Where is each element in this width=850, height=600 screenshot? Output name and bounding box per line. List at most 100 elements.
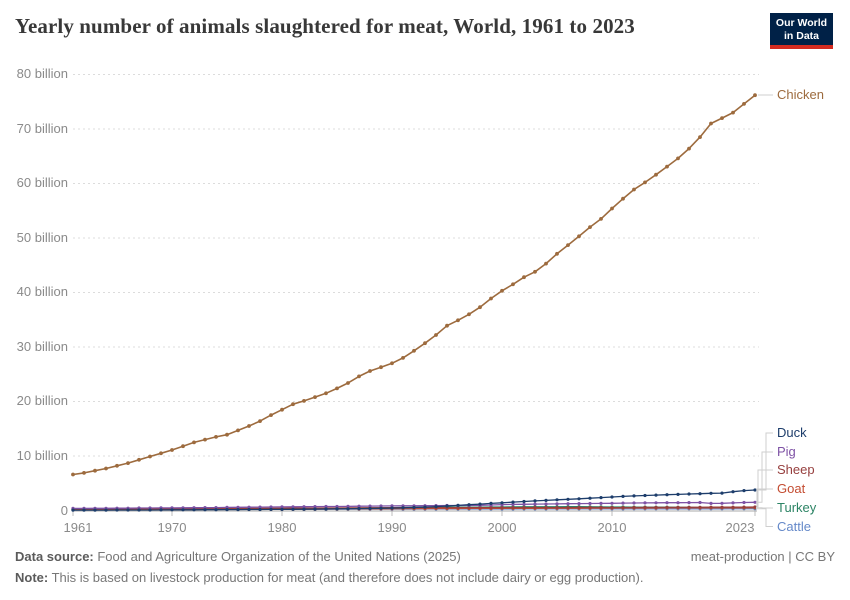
data-point-duck[interactable] — [676, 492, 680, 496]
data-point-chicken[interactable] — [709, 121, 713, 126]
data-point-chicken[interactable] — [313, 395, 317, 399]
data-point-pig[interactable] — [665, 501, 669, 505]
data-point-chicken[interactable] — [555, 251, 559, 256]
data-point-chicken[interactable] — [192, 440, 196, 445]
data-point-sheep[interactable] — [665, 505, 669, 509]
data-point-chicken[interactable] — [115, 463, 119, 468]
data-point-chicken[interactable] — [676, 156, 680, 161]
data-point-sheep[interactable] — [511, 506, 515, 510]
data-point-sheep[interactable] — [533, 506, 537, 510]
series-label-goat[interactable]: Goat — [777, 481, 806, 496]
data-point-duck[interactable] — [423, 505, 427, 509]
data-point-chicken[interactable] — [401, 356, 405, 360]
data-point-chicken[interactable] — [588, 225, 592, 230]
data-point-chicken[interactable] — [346, 381, 350, 385]
data-point-duck[interactable] — [225, 508, 229, 512]
data-point-pig[interactable] — [324, 504, 328, 509]
data-point-pig[interactable] — [511, 502, 515, 506]
data-point-duck[interactable] — [93, 508, 97, 512]
data-point-chicken[interactable] — [566, 243, 570, 248]
data-point-duck[interactable] — [742, 489, 746, 493]
data-point-chicken[interactable] — [577, 234, 581, 239]
data-point-chicken[interactable] — [357, 374, 361, 379]
data-point-chicken[interactable] — [82, 471, 86, 475]
data-point-duck[interactable] — [126, 508, 130, 512]
data-point-chicken[interactable] — [544, 261, 548, 266]
data-point-chicken[interactable] — [148, 454, 152, 459]
data-point-sheep[interactable] — [566, 506, 570, 510]
data-point-chicken[interactable] — [742, 102, 746, 106]
data-point-chicken[interactable] — [71, 472, 75, 477]
data-point-duck[interactable] — [170, 508, 174, 512]
data-point-pig[interactable] — [544, 502, 548, 506]
data-point-duck[interactable] — [467, 503, 471, 507]
footer-credit-link[interactable]: meat-production | CC BY — [690, 549, 835, 564]
data-point-duck[interactable] — [324, 507, 328, 511]
data-point-pig[interactable] — [566, 502, 570, 506]
data-point-pig[interactable] — [247, 505, 251, 509]
data-point-pig[interactable] — [709, 501, 713, 505]
data-point-duck[interactable] — [731, 490, 735, 494]
data-point-duck[interactable] — [489, 501, 493, 505]
data-point-pig[interactable] — [676, 501, 680, 505]
data-point-sheep[interactable] — [478, 506, 482, 510]
data-point-chicken[interactable] — [170, 448, 174, 452]
data-point-pig[interactable] — [731, 501, 735, 505]
data-point-chicken[interactable] — [258, 419, 262, 423]
data-point-pig[interactable] — [643, 501, 647, 505]
data-point-pig[interactable] — [654, 501, 658, 505]
data-point-duck[interactable] — [687, 492, 691, 496]
data-point-sheep[interactable] — [687, 505, 691, 509]
series-label-cattle[interactable]: Cattle — [777, 518, 811, 534]
data-point-pig[interactable] — [555, 502, 559, 506]
data-point-duck[interactable] — [753, 488, 757, 492]
data-point-duck[interactable] — [588, 496, 592, 500]
data-point-duck[interactable] — [434, 505, 438, 509]
data-point-pig[interactable] — [302, 505, 306, 509]
data-point-sheep[interactable] — [720, 505, 724, 509]
data-point-pig[interactable] — [599, 501, 603, 505]
data-point-pig[interactable] — [258, 505, 262, 509]
data-point-duck[interactable] — [302, 507, 306, 511]
data-point-duck[interactable] — [654, 493, 658, 497]
data-point-chicken[interactable] — [654, 172, 658, 177]
data-point-chicken[interactable] — [511, 282, 515, 287]
data-point-duck[interactable] — [280, 507, 284, 511]
data-point-duck[interactable] — [566, 497, 570, 501]
data-point-sheep[interactable] — [588, 505, 592, 510]
data-point-duck[interactable] — [709, 491, 713, 495]
owid-logo[interactable]: Our World in Data — [770, 13, 833, 49]
data-point-chicken[interactable] — [203, 437, 207, 442]
data-point-pig[interactable] — [621, 501, 625, 505]
data-point-duck[interactable] — [115, 508, 119, 512]
series-label-pig[interactable]: Pig — [777, 444, 796, 459]
series-label-chicken[interactable]: Chicken — [777, 87, 824, 102]
data-point-chicken[interactable] — [456, 318, 460, 323]
data-point-duck[interactable] — [214, 508, 218, 512]
data-point-chicken[interactable] — [93, 468, 97, 473]
data-point-pig[interactable] — [577, 502, 581, 506]
data-point-chicken[interactable] — [467, 312, 471, 317]
data-point-pig[interactable] — [720, 501, 724, 505]
data-point-sheep[interactable] — [544, 506, 548, 510]
data-point-chicken[interactable] — [489, 296, 493, 301]
data-point-chicken[interactable] — [159, 451, 163, 456]
data-point-duck[interactable] — [104, 508, 108, 512]
data-point-pig[interactable] — [357, 504, 361, 508]
data-point-chicken[interactable] — [368, 369, 372, 373]
data-point-chicken[interactable] — [302, 399, 306, 403]
data-point-duck[interactable] — [181, 508, 185, 512]
data-point-chicken[interactable] — [379, 365, 383, 370]
data-point-sheep[interactable] — [621, 506, 625, 510]
data-point-duck[interactable] — [148, 508, 152, 512]
data-point-sheep[interactable] — [500, 506, 504, 510]
data-point-duck[interactable] — [346, 507, 350, 511]
data-point-pig[interactable] — [753, 500, 757, 504]
data-point-sheep[interactable] — [467, 506, 471, 510]
data-point-duck[interactable] — [357, 507, 361, 511]
data-point-sheep[interactable] — [643, 505, 647, 509]
data-point-duck[interactable] — [269, 507, 273, 511]
data-point-sheep[interactable] — [522, 506, 526, 510]
data-point-chicken[interactable] — [324, 391, 328, 396]
data-point-chicken[interactable] — [412, 348, 416, 353]
